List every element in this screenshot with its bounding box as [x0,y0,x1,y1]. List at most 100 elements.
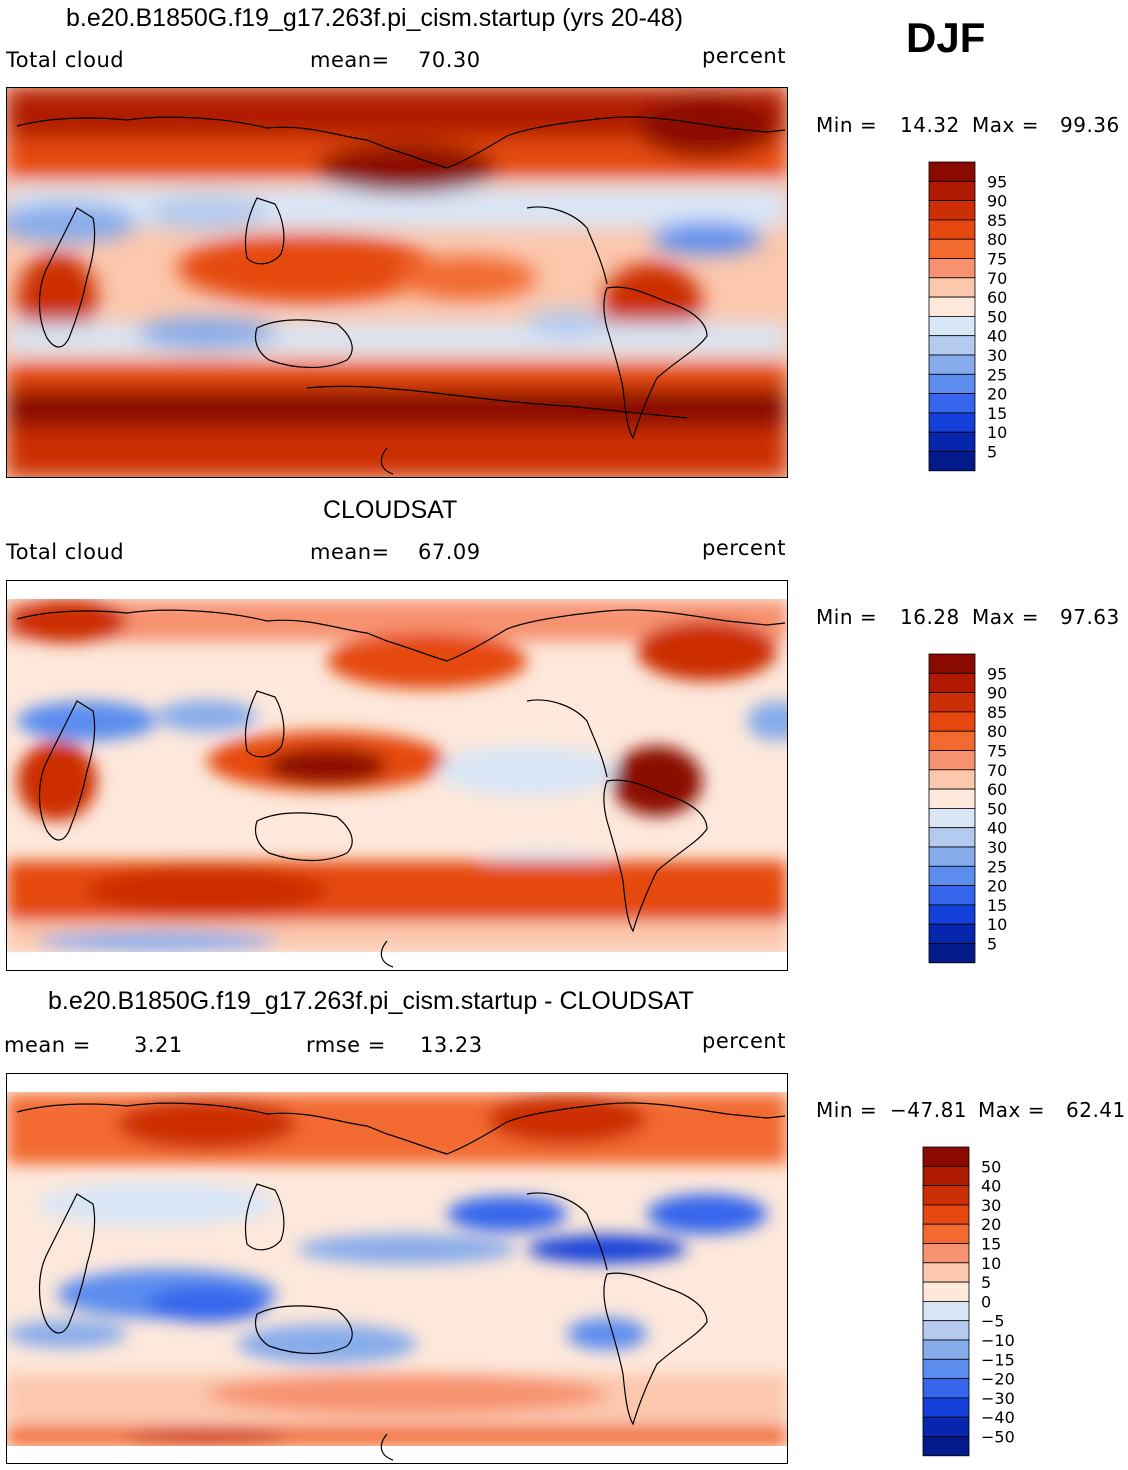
colorbar-tick-label: 30 [987,838,1007,857]
colorbar-tick-label: 20 [987,385,1007,404]
max-label: Max = [978,1098,1045,1122]
colorbar-swatch [922,1300,970,1322]
colorbar: 95 90 85 80 75 70 60 50 40 30 25 20 15 10 5 [928,653,1049,964]
colorbar-swatch [928,412,976,433]
colorbar-swatch [928,711,976,732]
colorbar-tick-label: 15 [987,404,1007,423]
colorbar-swatch [928,807,976,829]
colorbar-tick-label: 20 [987,877,1007,896]
mean-label: mean= [310,540,390,564]
colorbar-swatch [922,1243,970,1264]
colorbar: 50 40 30 20 15 10 5 0 −5 −10 −15 −20 −30 −40 −50 [922,1146,1043,1457]
colorbar-tick-label: 30 [981,1196,1001,1215]
colorbar-tick-label: 40 [987,327,1007,346]
colorbar-swatch [928,277,976,298]
colorbar-swatch [928,904,976,925]
colorbar-tick-label: 60 [987,780,1007,799]
colorbar-swatch [922,1320,970,1341]
colorbar-swatch [922,1165,970,1186]
max-label: Max = [972,113,1039,137]
colorbar-tick-label: −15 [981,1350,1015,1369]
colorbar-tick-label: 90 [987,684,1007,703]
colorbar-swatch [928,943,976,964]
min-value: −47.81 [890,1098,968,1122]
colorbar-tick-label: 60 [987,288,1007,307]
colorbar-tick-label: 75 [987,742,1007,761]
colorbar-tick-label: 0 [981,1292,991,1311]
colorbar-tick-label: 85 [987,703,1007,722]
colorbar-swatch [928,373,976,395]
colorbar-swatch [928,653,976,674]
units-label: percent [702,536,786,560]
colorbar-tick-label: 70 [987,269,1007,288]
colorbar-tick-label: 5 [987,443,997,462]
colorbar-tick-label: 95 [987,172,1007,191]
colorbar-swatch [928,672,976,693]
colorbar-tick-label: 50 [987,799,1007,818]
rmse-label: rmse = [306,1033,386,1057]
max-label: Max = [972,605,1039,629]
colorbar-swatch [922,1204,970,1225]
colorbar-swatch [922,1223,970,1244]
colorbar-tick-label: −40 [981,1408,1015,1427]
colorbar-tick-label: 50 [981,1157,1001,1176]
panel-title: b.e20.B1850G.f19_g17.263f.pi_cism.startu… [48,987,694,1015]
contour-map [7,88,787,477]
colorbar-swatch [928,161,976,182]
max-value: 62.41 [1066,1098,1126,1122]
colorbar-swatch [928,200,976,221]
colorbar-swatch [922,1436,970,1457]
colorbar-tick-label: 50 [987,307,1007,326]
colorbar-swatch [928,846,976,867]
colorbar-tick-label: 40 [987,819,1007,838]
colorbar-swatch [922,1358,970,1380]
map-plot [6,580,788,971]
colorbar-swatch [928,315,976,337]
colorbar-swatch [922,1281,970,1302]
colorbar-swatch [928,885,976,906]
colorbar-tick-label: 80 [987,230,1007,249]
colorbar-swatch [928,238,976,259]
colorbar-swatch [928,788,976,809]
units-label: percent [702,44,786,68]
mean-value: 3.21 [134,1033,183,1057]
colorbar-swatch [928,750,976,771]
mean-label: mean = [4,1033,91,1057]
colorbar-tick-label: −50 [981,1428,1015,1447]
colorbar-tick-label: 85 [987,211,1007,230]
colorbar-tick-label: −30 [981,1389,1015,1408]
rmse-value: 13.23 [420,1033,483,1057]
colorbar-tick-label: 15 [987,896,1007,915]
colorbar-swatch [922,1397,970,1418]
variable-label: Total cloud [6,540,125,564]
coastlines [16,609,786,968]
colorbar-tick-label: 25 [987,365,1007,384]
colorbar-tick-label: −10 [981,1331,1015,1350]
max-value: 97.63 [1060,605,1120,629]
colorbar-swatch [928,296,976,317]
min-label: Min = [816,113,878,137]
contour-map [7,1074,787,1463]
colorbar: 95 90 85 80 75 70 60 50 40 30 25 20 15 10 5 [928,161,1049,472]
colorbar-swatch [922,1416,970,1437]
colorbar-tick-label: 10 [987,423,1007,442]
colorbar-swatch [928,354,976,375]
mean-value: 70.30 [418,48,481,72]
colorbar-swatch [928,923,976,944]
min-label: Min = [816,605,878,629]
coastlines [16,116,786,475]
colorbar-swatch [928,335,976,356]
colorbar-swatch [922,1185,970,1206]
min-label: Min = [816,1098,878,1122]
colorbar-tick-label: 20 [981,1215,1001,1234]
colorbar-swatch [928,730,976,751]
colorbar-tick-label: 95 [987,664,1007,683]
panel-title: b.e20.B1850G.f19_g17.263f.pi_cism.startu… [66,4,684,32]
mean-label: mean= [310,48,390,72]
panel-title: CLOUDSAT [323,496,458,524]
colorbar-swatch [928,180,976,201]
colorbar-tick-label: 30 [987,346,1007,365]
colorbar-tick-label: 10 [987,915,1007,934]
coastlines [16,1102,786,1461]
mean-value: 67.09 [418,540,481,564]
